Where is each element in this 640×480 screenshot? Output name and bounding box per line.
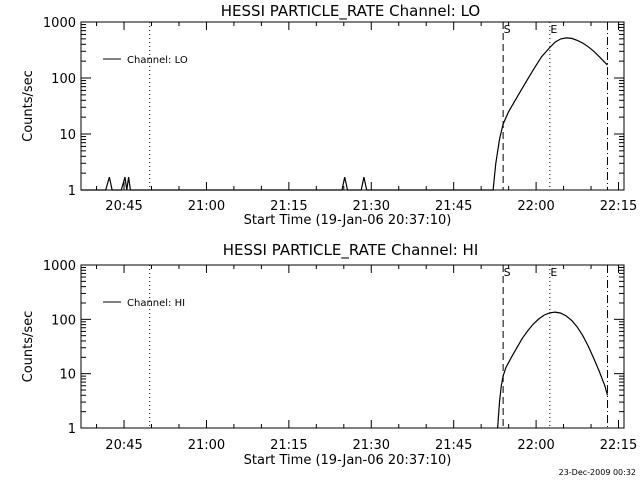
x-tick-label: 21:00 bbox=[188, 199, 225, 214]
plot-frame bbox=[80, 264, 625, 429]
x-tick-label: 22:00 bbox=[517, 199, 554, 214]
y-tick-label: 1000 bbox=[43, 16, 76, 31]
x-axis-label: Start Time (19-Jan-06 20:37:10) bbox=[244, 213, 452, 228]
event-marker-label: S bbox=[504, 23, 511, 36]
chart-panel-2: HESSI PARTICLE_RATE Channel: HI 1 10 100 100… bbox=[21, 241, 637, 468]
x-tick-label: 21:15 bbox=[270, 438, 307, 453]
y-tick-label: 100 bbox=[51, 72, 76, 87]
x-tick-label: 22:15 bbox=[600, 438, 637, 453]
y-tick-label: 1000 bbox=[43, 259, 76, 274]
y-axis-label: Counts/sec bbox=[21, 311, 36, 383]
event-marker-label: E bbox=[550, 23, 557, 36]
x-tick-label: 21:45 bbox=[435, 199, 472, 214]
legend-label: Channel: HI bbox=[127, 298, 185, 309]
footer-timestamp: 23-Dec-2009 00:32 bbox=[559, 468, 636, 477]
chart-panel-1: HESSI PARTICLE_RATE Channel: LO 1 10 100 100… bbox=[21, 2, 637, 228]
event-marker-label: S bbox=[504, 266, 511, 279]
series-line bbox=[497, 311, 609, 429]
x-tick-label: 21:45 bbox=[435, 438, 472, 453]
x-tick-label: 20:45 bbox=[105, 199, 142, 214]
chart-title: HESSI PARTICLE_RATE Channel: HI bbox=[223, 241, 479, 260]
x-tick-label: 22:15 bbox=[600, 199, 637, 214]
plot-frame bbox=[80, 21, 625, 191]
legend-label: Channel: LO bbox=[127, 55, 188, 66]
y-tick-label: 100 bbox=[51, 313, 76, 328]
x-tick-label: 22:00 bbox=[517, 438, 554, 453]
chart-title: HESSI PARTICLE_RATE Channel: LO bbox=[221, 2, 480, 21]
x-tick-label: 21:15 bbox=[270, 199, 307, 214]
x-tick-label: 21:30 bbox=[353, 438, 390, 453]
series-line bbox=[81, 37, 608, 191]
y-axis-label: Counts/sec bbox=[21, 70, 36, 142]
y-tick-label: 1 bbox=[68, 422, 76, 437]
x-tick-label: 21:00 bbox=[188, 438, 225, 453]
y-tick-label: 10 bbox=[59, 368, 76, 383]
y-tick-label: 1 bbox=[68, 184, 76, 199]
event-marker-label: E bbox=[550, 266, 557, 279]
x-tick-label: 21:30 bbox=[353, 199, 390, 214]
x-axis-label: Start Time (19-Jan-06 20:37:10) bbox=[244, 453, 452, 468]
x-tick-label: 20:45 bbox=[105, 438, 142, 453]
y-tick-label: 10 bbox=[59, 128, 76, 143]
